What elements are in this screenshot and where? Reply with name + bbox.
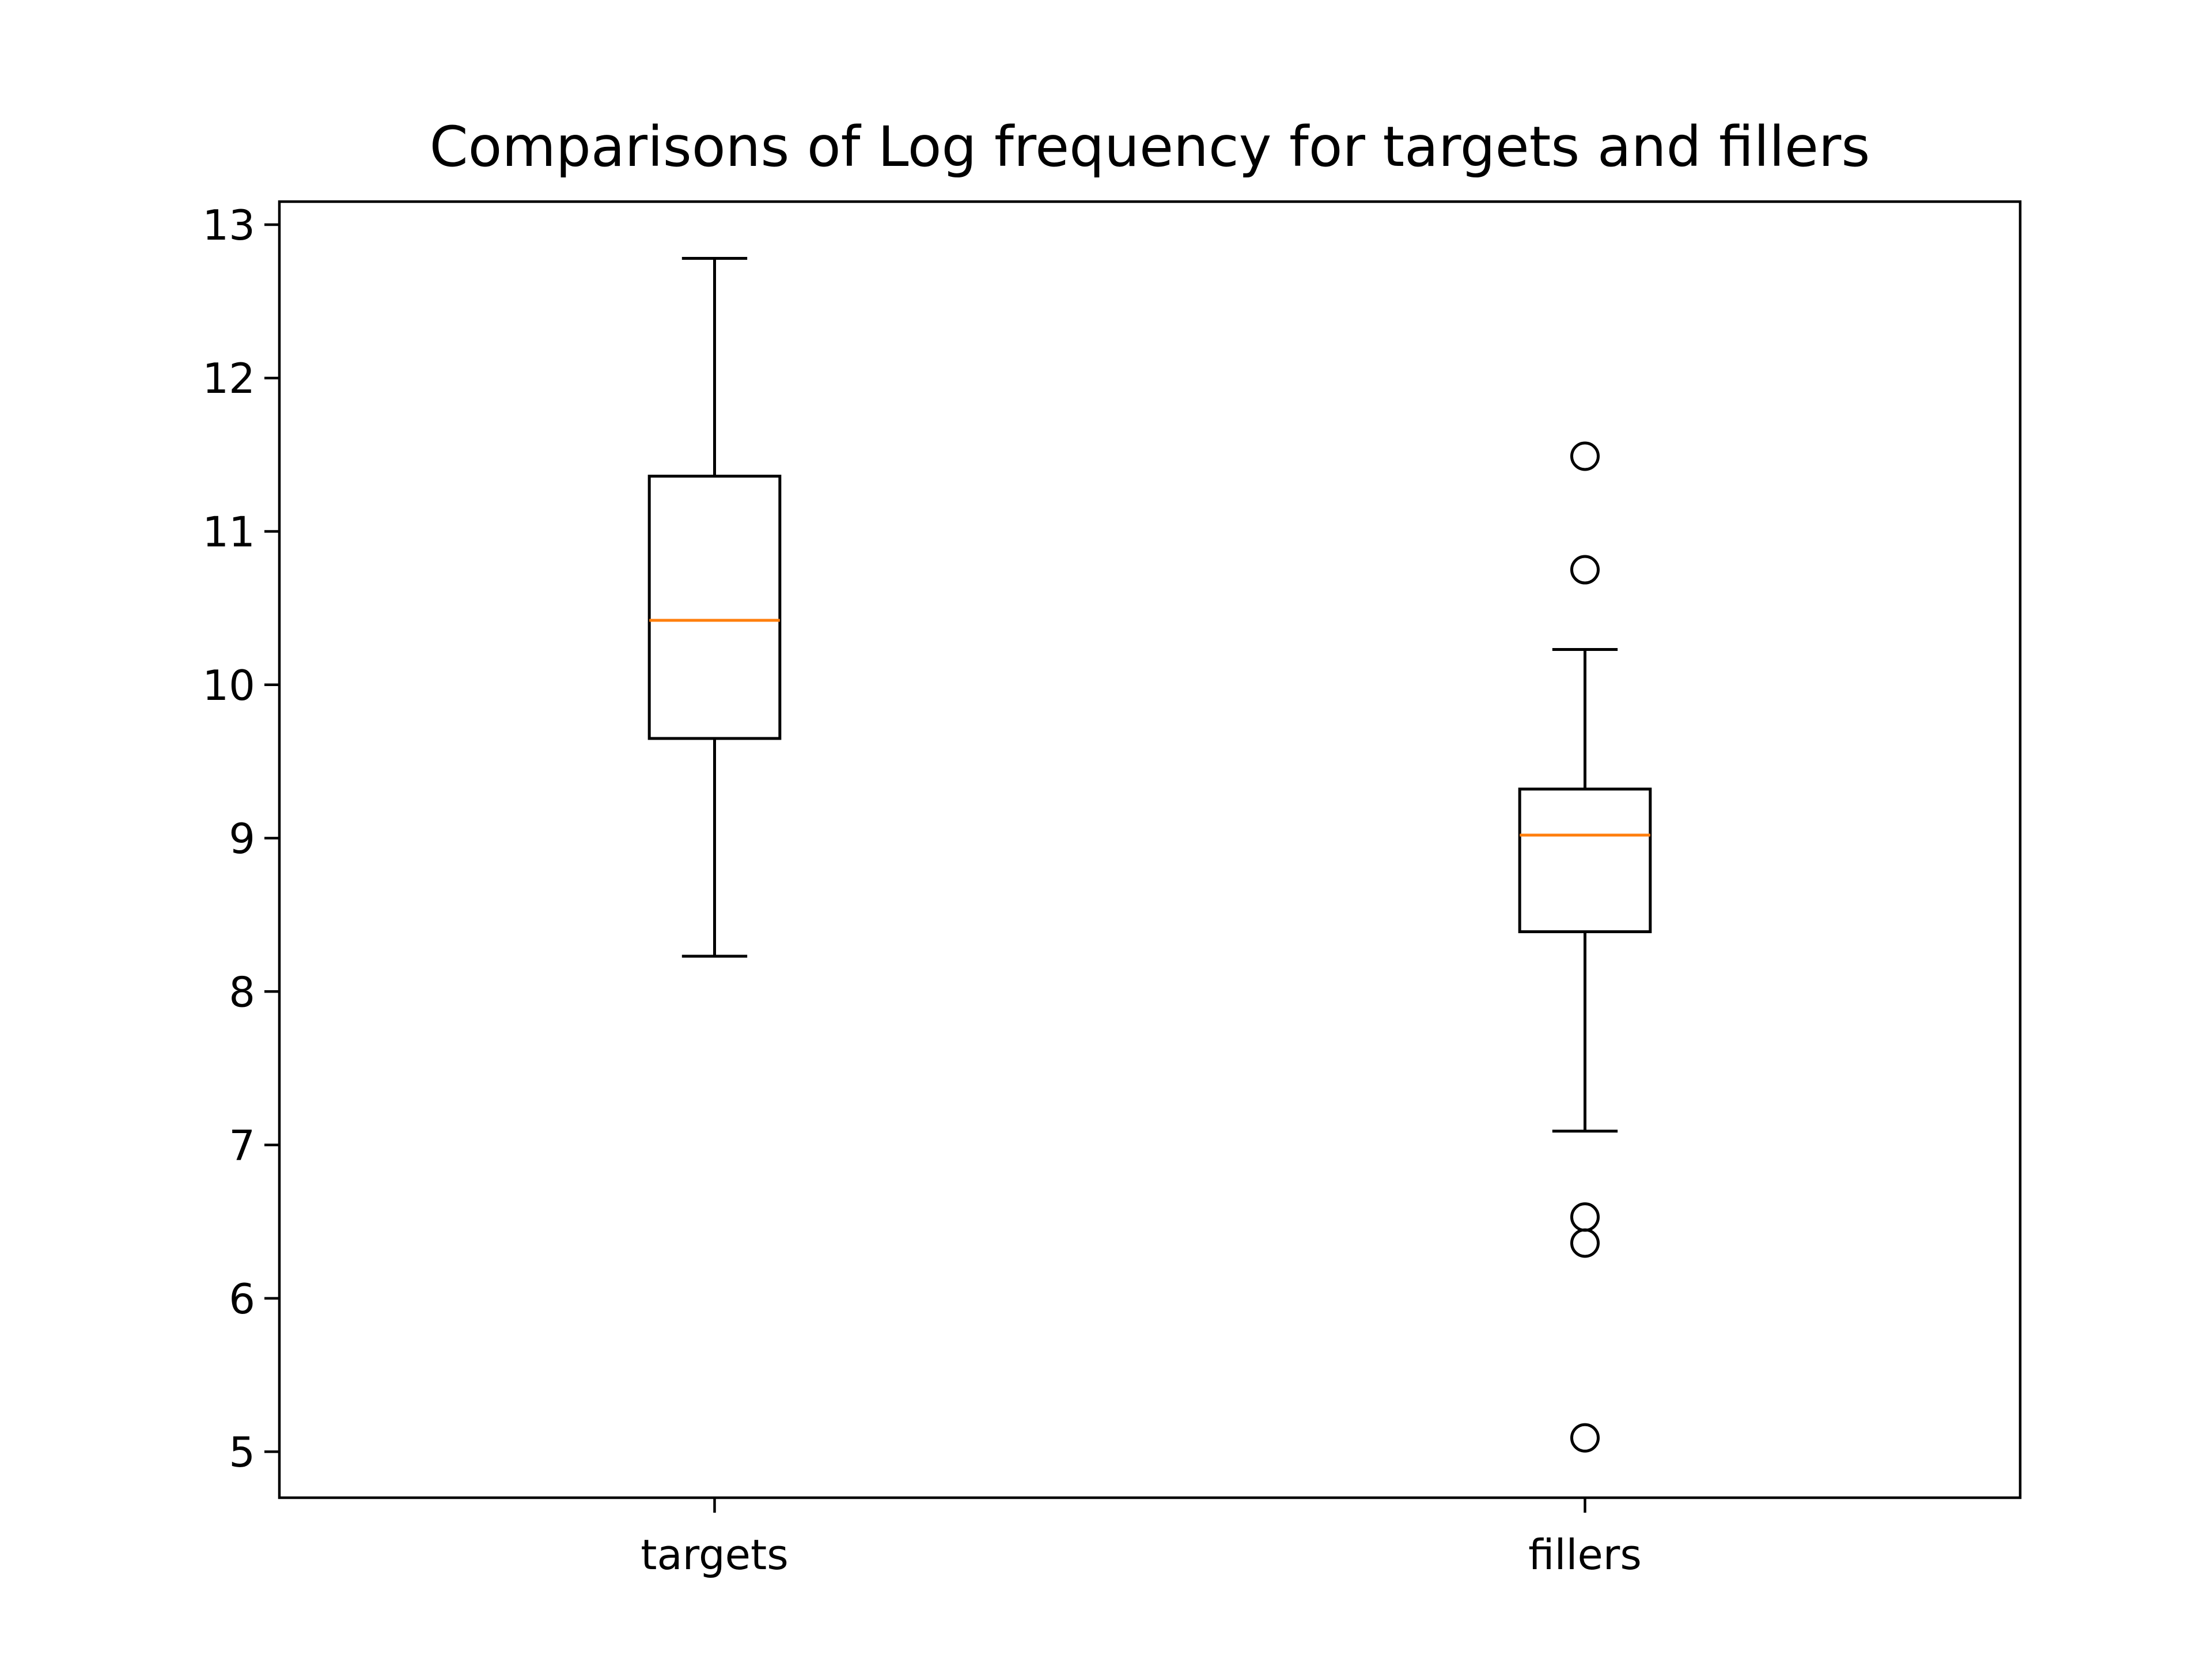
y-tick-label: 10 (202, 661, 255, 710)
y-tick-label: 5 (229, 1428, 255, 1476)
y-tick-label: 12 (202, 354, 255, 403)
chart-title: Comparisons of Log frequency for targets… (430, 115, 1870, 179)
y-tick-label: 6 (229, 1275, 255, 1323)
box-targets (647, 257, 782, 958)
box-fillers (1518, 441, 1652, 1453)
iqr-box (647, 475, 782, 740)
outlier-point (1570, 1228, 1600, 1258)
y-tick-label: 8 (229, 968, 255, 1016)
x-axis: targets fillers (641, 1498, 1642, 1579)
plot-frame (278, 200, 2022, 1499)
y-tick-label: 7 (229, 1122, 255, 1170)
y-tick-label: 9 (229, 815, 255, 863)
y-tick-label: 13 (202, 201, 255, 249)
iqr-box (1518, 787, 1652, 933)
box-series (647, 257, 1652, 1453)
outlier-point (1570, 1423, 1600, 1453)
y-axis: 5 6 7 8 9 10 11 12 13 (202, 201, 279, 1476)
x-tick-label-targets: targets (641, 1531, 788, 1579)
outlier-point (1570, 555, 1600, 585)
outlier-point (1570, 441, 1600, 471)
y-tick-label: 11 (202, 507, 255, 556)
x-tick-label-fillers: fillers (1528, 1531, 1642, 1579)
